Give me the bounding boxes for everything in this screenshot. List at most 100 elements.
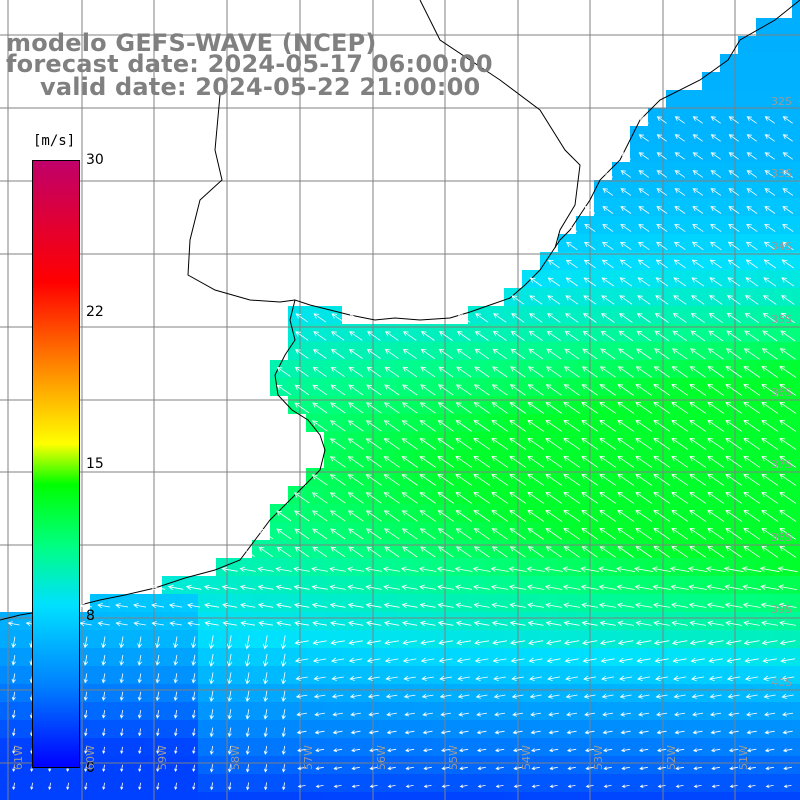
wind-arrow bbox=[565, 259, 578, 269]
wind-arrow bbox=[437, 455, 455, 468]
wind-arrow bbox=[583, 277, 597, 287]
wind-cell bbox=[252, 594, 270, 612]
wind-cell bbox=[684, 792, 702, 800]
wind-cell bbox=[162, 576, 180, 594]
wind-arrow bbox=[637, 295, 651, 305]
wind-cell bbox=[594, 504, 612, 522]
wind-arrow bbox=[616, 566, 636, 572]
wind-arrow bbox=[707, 545, 725, 558]
wind-arrow bbox=[210, 764, 214, 773]
wind-arrow bbox=[728, 116, 739, 124]
wind-cell bbox=[234, 558, 252, 576]
wind-cell bbox=[558, 504, 576, 522]
wind-arrow bbox=[437, 620, 454, 627]
wind-arrow bbox=[386, 730, 397, 735]
wind-arrow bbox=[617, 639, 634, 646]
wind-arrow bbox=[562, 584, 581, 590]
wind-cell bbox=[486, 792, 504, 800]
wind-cell bbox=[630, 792, 648, 800]
wind-cell bbox=[432, 720, 450, 738]
wind-arrow bbox=[209, 745, 214, 755]
wind-arrow bbox=[779, 639, 796, 646]
wind-cell bbox=[774, 126, 792, 144]
wind-arrow bbox=[656, 241, 668, 251]
wind-cell bbox=[756, 738, 774, 756]
wind-cell bbox=[468, 486, 486, 504]
wind-arrow bbox=[564, 348, 580, 360]
wind-arrow bbox=[762, 657, 777, 664]
wind-cell bbox=[378, 504, 396, 522]
wind-cell bbox=[288, 720, 306, 738]
wind-cell bbox=[198, 594, 216, 612]
wind-cell bbox=[432, 612, 450, 630]
wind-arrow bbox=[599, 620, 616, 627]
wind-arrow bbox=[351, 748, 361, 753]
wind-arrow bbox=[457, 675, 470, 681]
wind-cell bbox=[792, 756, 800, 774]
wind-cell bbox=[432, 792, 450, 800]
wind-arrow bbox=[779, 491, 797, 504]
wind-cell bbox=[306, 666, 324, 684]
wind-arrow bbox=[366, 657, 381, 664]
wind-cell bbox=[126, 594, 144, 612]
wind-cell bbox=[594, 522, 612, 540]
wind-arrow bbox=[743, 366, 761, 378]
wind-arrow bbox=[257, 584, 274, 591]
wind-arrow bbox=[545, 509, 563, 522]
wind-arrow bbox=[671, 455, 689, 468]
wind-cell bbox=[792, 630, 800, 648]
wind-cell bbox=[360, 540, 378, 558]
wind-cell bbox=[774, 72, 792, 90]
wind-cell bbox=[144, 774, 162, 792]
wind-arrow bbox=[764, 188, 776, 196]
wind-cell bbox=[306, 720, 324, 738]
wind-cell bbox=[162, 720, 180, 738]
wind-arrow bbox=[581, 419, 599, 432]
wind-arrow bbox=[600, 657, 615, 664]
wind-cell bbox=[558, 666, 576, 684]
wind-cell bbox=[432, 666, 450, 684]
wind-cell bbox=[738, 702, 756, 720]
wind-arrow bbox=[437, 473, 455, 486]
wind-arrow bbox=[401, 602, 418, 609]
wind-cell bbox=[774, 792, 792, 800]
wind-cell bbox=[468, 468, 486, 486]
wind-arrow bbox=[708, 657, 723, 664]
wind-arrow bbox=[617, 602, 635, 609]
wind-cell bbox=[396, 738, 414, 756]
wind-cell bbox=[414, 414, 432, 432]
wind-cell bbox=[738, 468, 756, 486]
wind-cell bbox=[792, 324, 800, 342]
wind-cell bbox=[612, 684, 630, 702]
wind-cell bbox=[270, 756, 288, 774]
wind-cell bbox=[792, 144, 800, 162]
wind-cell bbox=[774, 450, 792, 468]
wind-arrow bbox=[618, 348, 634, 360]
wind-cell bbox=[630, 324, 648, 342]
wind-arrow bbox=[616, 584, 635, 590]
colorbar-tick-30: 30 bbox=[86, 152, 104, 168]
wind-arrow bbox=[656, 116, 667, 124]
wind-arrow bbox=[227, 745, 232, 755]
wind-cell bbox=[468, 360, 486, 378]
wind-cell bbox=[738, 504, 756, 522]
wind-arrow bbox=[705, 566, 726, 572]
wind-cell bbox=[774, 684, 792, 702]
wind-cell bbox=[36, 774, 54, 792]
wind-arrow bbox=[674, 152, 685, 160]
wind-cell bbox=[360, 558, 378, 576]
wind-cell bbox=[558, 432, 576, 450]
wind-cell bbox=[414, 666, 432, 684]
wind-cell bbox=[468, 630, 486, 648]
wind-arrow bbox=[599, 602, 617, 609]
wind-cell bbox=[162, 684, 180, 702]
wind-cell bbox=[630, 594, 648, 612]
wind-arrow bbox=[528, 639, 544, 646]
wind-cell bbox=[378, 540, 396, 558]
wind-arrow bbox=[530, 748, 541, 753]
wind-cell bbox=[126, 702, 144, 720]
wind-cell bbox=[738, 36, 756, 54]
wind-arrow bbox=[708, 312, 723, 323]
wind-cell bbox=[234, 594, 252, 612]
wind-arrow bbox=[203, 584, 220, 591]
